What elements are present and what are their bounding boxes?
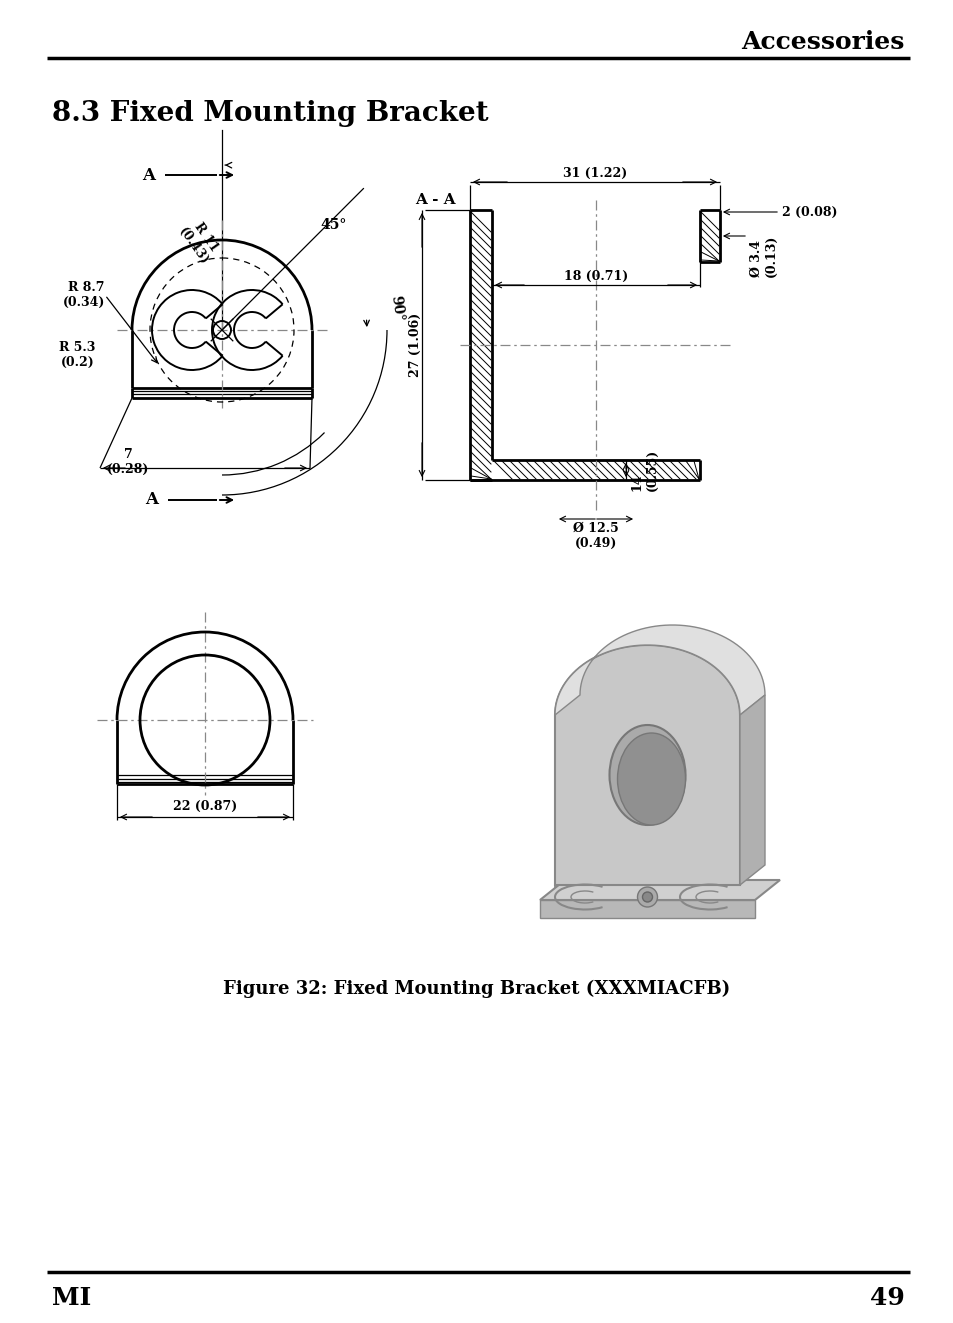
Text: 22 (0.87): 22 (0.87)	[172, 799, 237, 812]
Circle shape	[637, 886, 657, 908]
Ellipse shape	[617, 733, 685, 826]
Text: Ø 3.4
(0.13): Ø 3.4 (0.13)	[749, 234, 778, 278]
Polygon shape	[740, 695, 764, 885]
Circle shape	[641, 892, 652, 902]
Text: 2 (0.08): 2 (0.08)	[781, 205, 837, 218]
Text: 27 (1.06): 27 (1.06)	[408, 312, 421, 377]
Text: 31 (1.22): 31 (1.22)	[562, 167, 626, 180]
Text: A: A	[145, 492, 158, 508]
Text: 14
(0.55): 14 (0.55)	[630, 448, 659, 491]
Text: R 11
(0.43): R 11 (0.43)	[176, 217, 223, 267]
Text: A: A	[142, 167, 154, 184]
Text: 7
(0.28): 7 (0.28)	[107, 448, 149, 476]
Text: MI: MI	[52, 1286, 91, 1310]
Polygon shape	[555, 624, 764, 714]
Polygon shape	[539, 900, 754, 918]
Polygon shape	[539, 880, 780, 900]
Text: Figure 32: Fixed Mounting Bracket (XXXMIACFB): Figure 32: Fixed Mounting Bracket (XXXMI…	[223, 980, 730, 999]
Ellipse shape	[609, 725, 685, 826]
Text: 49: 49	[869, 1286, 904, 1310]
Text: R 5.3
(0.2): R 5.3 (0.2)	[58, 341, 95, 369]
Text: A - A: A - A	[415, 193, 456, 206]
Text: 18 (0.71): 18 (0.71)	[563, 270, 627, 283]
Text: 45°: 45°	[319, 218, 346, 232]
Polygon shape	[555, 646, 740, 885]
Text: R 8.7
(0.34): R 8.7 (0.34)	[63, 280, 105, 310]
Text: 90°: 90°	[388, 294, 405, 321]
Text: Accessories: Accessories	[740, 30, 904, 54]
Text: Ø 12.5
(0.49): Ø 12.5 (0.49)	[573, 523, 618, 550]
Text: 8.3 Fixed Mounting Bracket: 8.3 Fixed Mounting Bracket	[52, 101, 488, 127]
